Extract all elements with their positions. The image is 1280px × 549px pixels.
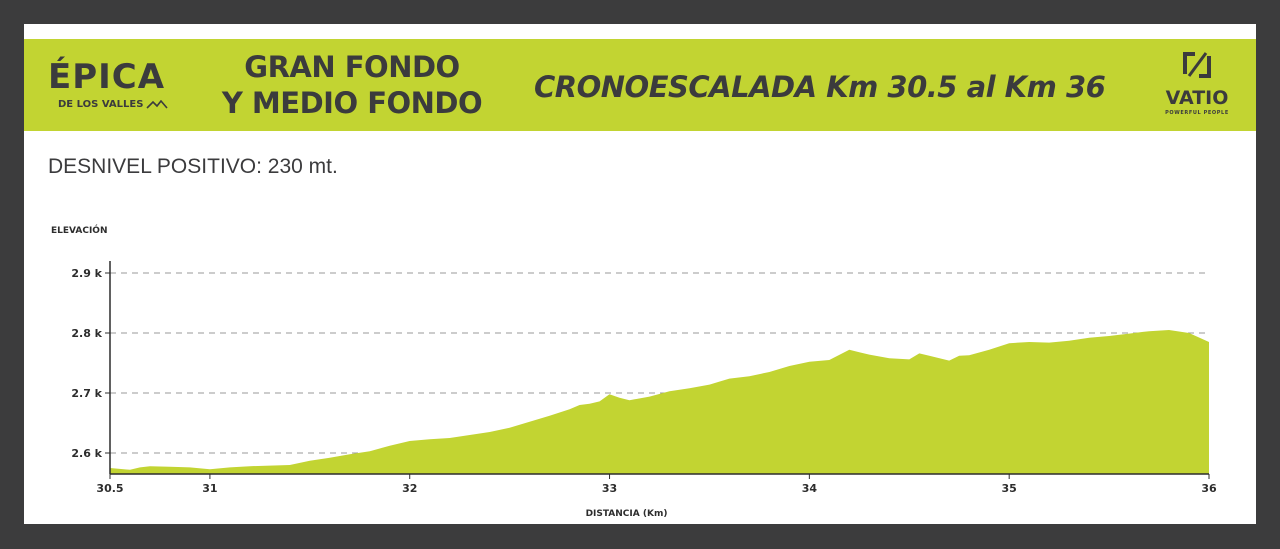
x-tick-label: 31 bbox=[202, 482, 217, 495]
epica-logo-subtitle: DE LOS VALLES bbox=[48, 99, 188, 110]
vatio-logo-name: VATIO bbox=[1165, 87, 1229, 109]
y-axis-title: ELEVACIÓN bbox=[51, 224, 108, 236]
vatio-mark-icon bbox=[1183, 52, 1211, 78]
mountain-icon bbox=[146, 99, 168, 109]
y-tick-label: 2.6 k bbox=[71, 447, 102, 460]
x-tick-label: 33 bbox=[602, 482, 617, 495]
vatio-logo: VATIO POWERFUL PEOPLE bbox=[1152, 49, 1242, 125]
epica-logo-word: ÉPICA bbox=[48, 57, 166, 97]
x-tick-label: 32 bbox=[402, 482, 417, 495]
stage-title: CRONOESCALADA Km 30.5 al Km 36 bbox=[534, 70, 1106, 104]
header-banner: ÉPICA DE LOS VALLES GRAN FONDO Y MEDIO F… bbox=[24, 39, 1256, 131]
y-tick-label: 2.7 k bbox=[71, 387, 102, 400]
vatio-logo-tagline: POWERFUL PEOPLE bbox=[1165, 110, 1229, 116]
y-tick-label: 2.9 k bbox=[71, 267, 102, 280]
x-axis-title: DISTANCIA (Km) bbox=[586, 509, 668, 519]
epica-logo-subtitle-text: DE LOS VALLES bbox=[58, 99, 144, 110]
y-tick-label: 2.8 k bbox=[71, 327, 102, 340]
event-title: GRAN FONDO Y MEDIO FONDO bbox=[202, 49, 502, 121]
elevation-chart: 2.6 k 2.7 k 2.8 k 2.9 k 30.5 31 32 33 34 35 36 ELE… bbox=[51, 224, 1217, 519]
x-tick-label: 35 bbox=[1002, 482, 1017, 495]
elevation-area bbox=[110, 330, 1209, 474]
event-title-line1: GRAN FONDO bbox=[244, 50, 460, 84]
x-tick-label: 34 bbox=[802, 482, 818, 495]
elevation-gain-label: DESNIVEL POSITIVO: 230 mt. bbox=[48, 155, 338, 178]
axes-layer: 2.6 k 2.7 k 2.8 k 2.9 k 30.5 31 32 33 34 35 36 bbox=[71, 261, 1217, 495]
epica-logo: ÉPICA DE LOS VALLES bbox=[48, 59, 188, 119]
event-title-line2: Y MEDIO FONDO bbox=[221, 86, 483, 120]
profile-card: ÉPICA DE LOS VALLES GRAN FONDO Y MEDIO F… bbox=[24, 24, 1256, 524]
x-tick-label: 36 bbox=[1201, 482, 1217, 495]
x-tick-label: 30.5 bbox=[96, 482, 123, 495]
